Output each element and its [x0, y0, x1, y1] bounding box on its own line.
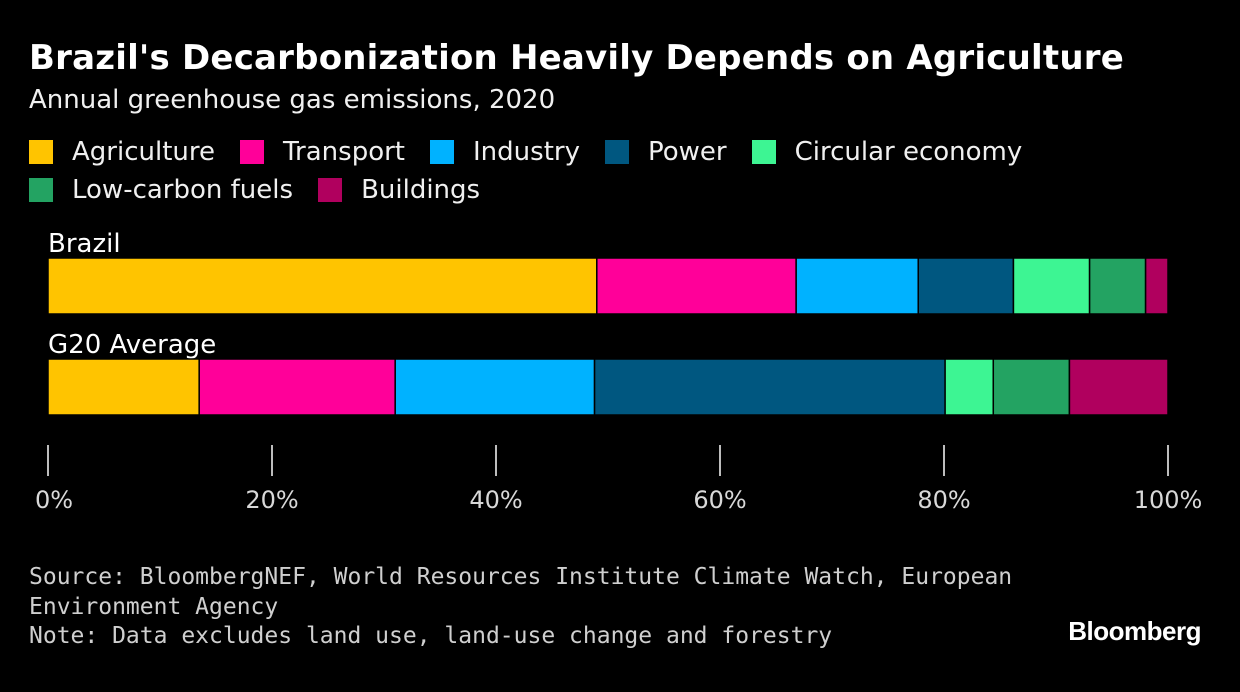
stacked-bar-chart: Brazil G20 Average 0% 20% 40% 60% 80% 100% [35, 229, 1203, 514]
legend-item-buildings: Buildings [318, 175, 480, 205]
source-line-2: Environment Agency [29, 593, 279, 620]
category-label-brazil: Brazil [48, 229, 121, 259]
x-tick-label-2: 40% [469, 486, 522, 514]
note-line: Note: Data excludes land use, land-use c… [29, 623, 833, 649]
x-tick-label-0: 0% [35, 486, 73, 514]
legend-swatch-transport [240, 140, 264, 164]
x-tick-label-3: 60% [693, 486, 746, 514]
legend: Agriculture Transport Industry Power Cir… [29, 133, 1209, 209]
bar-segment-brazil-low-carbon-fuels [1088, 257, 1147, 315]
legend-item-industry: Industry [430, 137, 580, 167]
legend-item-transport: Transport [240, 137, 405, 167]
bar-segment-g20-average-transport [198, 358, 396, 416]
category-label-g20-average: G20 Average [48, 330, 216, 360]
legend-row-1: Agriculture Transport Industry Power Cir… [29, 133, 1209, 171]
legend-swatch-power [604, 140, 629, 164]
bar-segment-brazil-power [917, 257, 1015, 315]
legend-label-transport: Transport [283, 137, 406, 167]
x-tick-label-4: 80% [917, 486, 970, 514]
legend-label-buildings: Buildings [361, 175, 481, 205]
bar-segment-brazil-buildings [1144, 257, 1169, 315]
legend-item-agriculture: Agriculture [29, 137, 215, 167]
bloomberg-logo: Bloomberg [1068, 616, 1201, 646]
bar-segment-g20-average-buildings [1068, 358, 1169, 416]
legend-label-low-carbon-fuels: Low-carbon fuels [72, 175, 294, 205]
x-tick-label-5: 100% [1134, 486, 1203, 514]
legend-swatch-industry [430, 140, 455, 164]
bar-segment-brazil-transport [596, 257, 797, 315]
bar-segment-brazil-agriculture [47, 257, 598, 315]
legend-swatch-buildings [318, 178, 343, 202]
bar-segment-g20-average-low-carbon-fuels [992, 358, 1071, 416]
bar-segment-brazil-industry [795, 257, 919, 315]
bar-segment-g20-average-circular-economy [944, 358, 995, 416]
legend-label-industry: Industry [473, 137, 580, 167]
legend-row-2: Low-carbon fuels Buildings [29, 171, 1209, 209]
chart-title: Brazil's Decarbonization Heavily Depends… [29, 38, 1124, 78]
bar-segment-g20-average-agriculture [47, 358, 200, 416]
source-line-1: Source: BloombergNEF, World Resources In… [29, 564, 1013, 590]
chart-subtitle: Annual greenhouse gas emissions, 2020 [29, 85, 556, 115]
legend-item-circular-economy: Circular economy [751, 137, 1023, 167]
legend-label-power: Power [647, 137, 727, 167]
bar-segment-brazil-circular-economy [1012, 257, 1091, 315]
legend-item-low-carbon-fuels: Low-carbon fuels [29, 175, 293, 205]
legend-swatch-agriculture [29, 140, 53, 164]
legend-swatch-low-carbon-fuels [29, 178, 53, 202]
footer-notes: Source: BloombergNEF, World Resources In… [29, 563, 1012, 652]
x-tick-label-1: 20% [245, 486, 298, 514]
legend-swatch-circular-economy [751, 140, 776, 164]
bar-segment-g20-average-power [593, 358, 946, 416]
legend-label-agriculture: Agriculture [72, 137, 215, 167]
legend-item-power: Power [604, 137, 727, 167]
bar-segment-g20-average-industry [394, 358, 596, 416]
legend-label-circular-economy: Circular economy [794, 137, 1023, 167]
